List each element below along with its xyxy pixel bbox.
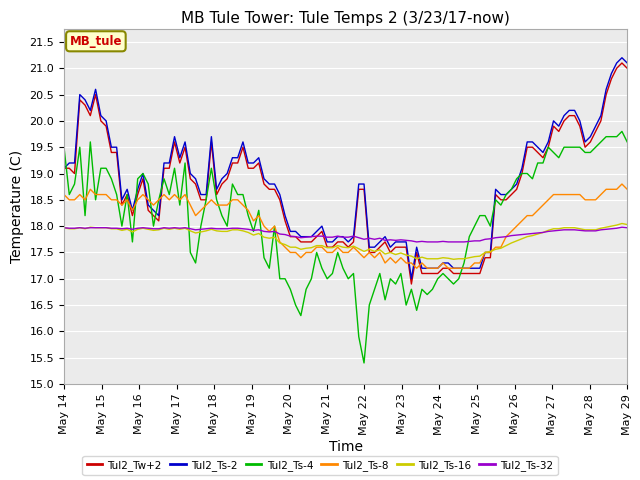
Tul2_Ts-16 xyxy=(513,238,520,244)
Tul2_Ts-4 xyxy=(150,223,157,229)
Tul2_Ts-16 xyxy=(550,226,557,232)
Line: Tul2_Ts-4: Tul2_Ts-4 xyxy=(64,132,627,363)
Tul2_Ts-32 xyxy=(550,228,557,234)
Tul2_Ts-2 xyxy=(60,166,68,171)
Tul2_Ts-16 xyxy=(450,256,458,262)
Tul2_Ts-2 xyxy=(408,276,415,282)
Tul2_Tw+2 xyxy=(513,186,520,192)
Tul2_Ts-2 xyxy=(513,181,520,187)
Tul2_Ts-4 xyxy=(560,144,568,150)
Tul2_Tw+2 xyxy=(550,123,557,129)
Tul2_Ts-8 xyxy=(150,202,157,208)
Tul2_Ts-32 xyxy=(413,239,420,245)
Tul2_Ts-16 xyxy=(323,245,331,251)
X-axis label: Time: Time xyxy=(328,440,363,454)
Tul2_Ts-4 xyxy=(618,129,626,134)
Tul2_Ts-32 xyxy=(323,234,331,240)
Tul2_Ts-8 xyxy=(513,223,520,229)
Tul2_Ts-8 xyxy=(560,192,568,197)
Line: Tul2_Ts-32: Tul2_Ts-32 xyxy=(64,227,627,242)
Tul2_Ts-8 xyxy=(618,181,626,187)
Tul2_Ts-4 xyxy=(550,150,557,156)
Tul2_Tw+2 xyxy=(560,118,568,124)
Tul2_Ts-8 xyxy=(60,192,68,197)
Tul2_Tw+2 xyxy=(323,244,331,250)
Title: MB Tule Tower: Tule Temps 2 (3/23/17-now): MB Tule Tower: Tule Temps 2 (3/23/17-now… xyxy=(181,11,510,26)
Tul2_Ts-32 xyxy=(623,225,631,230)
Tul2_Tw+2 xyxy=(623,65,631,71)
Tul2_Ts-32 xyxy=(513,232,520,238)
Line: Tul2_Ts-8: Tul2_Ts-8 xyxy=(64,184,627,268)
Line: Tul2_Tw+2: Tul2_Tw+2 xyxy=(64,63,627,284)
Tul2_Ts-8 xyxy=(413,265,420,271)
Tul2_Ts-16 xyxy=(118,228,125,233)
Tul2_Ts-2 xyxy=(150,207,157,213)
Text: MB_tule: MB_tule xyxy=(70,35,122,48)
Tul2_Tw+2 xyxy=(618,60,626,66)
Tul2_Ts-8 xyxy=(623,186,631,192)
Tul2_Ts-16 xyxy=(60,225,68,230)
Line: Tul2_Ts-2: Tul2_Ts-2 xyxy=(64,58,627,279)
Tul2_Ts-8 xyxy=(550,192,557,197)
Tul2_Tw+2 xyxy=(150,213,157,218)
Tul2_Ts-2 xyxy=(623,60,631,66)
Tul2_Ts-32 xyxy=(118,226,125,232)
Tul2_Ts-4 xyxy=(513,176,520,181)
Legend: Tul2_Tw+2, Tul2_Ts-2, Tul2_Ts-4, Tul2_Ts-8, Tul2_Ts-16, Tul2_Ts-32: Tul2_Tw+2, Tul2_Ts-2, Tul2_Ts-4, Tul2_Ts… xyxy=(83,456,557,475)
Tul2_Ts-2 xyxy=(323,239,331,245)
Tul2_Ts-16 xyxy=(150,228,157,233)
Tul2_Ts-8 xyxy=(323,250,331,255)
Tul2_Ts-32 xyxy=(150,226,157,232)
Line: Tul2_Ts-16: Tul2_Ts-16 xyxy=(64,224,627,259)
Tul2_Tw+2 xyxy=(118,202,125,208)
Tul2_Ts-16 xyxy=(623,222,631,228)
Tul2_Ts-16 xyxy=(560,225,568,230)
Tul2_Ts-4 xyxy=(360,360,368,366)
Tul2_Ts-32 xyxy=(60,225,68,230)
Tul2_Ts-4 xyxy=(623,139,631,145)
Tul2_Ts-4 xyxy=(323,276,331,282)
Tul2_Ts-2 xyxy=(550,118,557,124)
Tul2_Ts-8 xyxy=(118,202,125,208)
Tul2_Ts-16 xyxy=(618,221,626,227)
Tul2_Ts-4 xyxy=(118,223,125,229)
Tul2_Ts-32 xyxy=(618,224,626,230)
Tul2_Ts-32 xyxy=(560,227,568,233)
Tul2_Ts-2 xyxy=(618,55,626,60)
Tul2_Tw+2 xyxy=(408,281,415,287)
Tul2_Ts-4 xyxy=(60,144,68,150)
Y-axis label: Temperature (C): Temperature (C) xyxy=(10,150,24,263)
Tul2_Ts-2 xyxy=(560,113,568,119)
Tul2_Tw+2 xyxy=(60,166,68,171)
Tul2_Ts-2 xyxy=(118,197,125,203)
